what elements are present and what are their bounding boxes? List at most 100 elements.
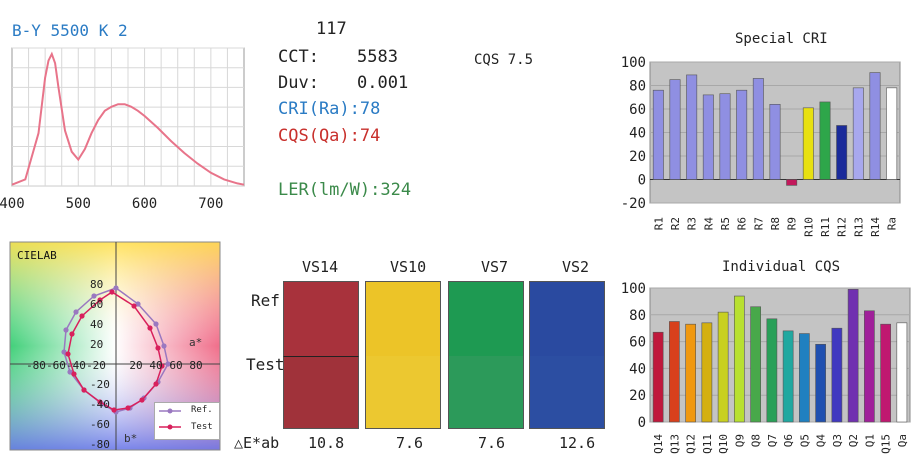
cielab-y-tick: 40 <box>90 318 103 331</box>
y-tick-label: 60 <box>629 335 646 351</box>
vs-col-1: VS10 <box>390 258 427 276</box>
bar-q15 <box>880 323 891 423</box>
duv-value: 0.001 <box>357 73 409 93</box>
duv-label: Duv: <box>278 73 319 93</box>
y-tick-label: 40 <box>629 126 646 142</box>
swatch-ref-vs10 <box>365 281 441 356</box>
bar-q9 <box>734 295 745 423</box>
ler-value: LER(lm/W):324 <box>278 180 412 200</box>
row-label-ref: Ref <box>251 291 280 310</box>
bar-q2 <box>847 289 859 423</box>
bar-r9 <box>786 179 798 186</box>
swatch-test-vs10 <box>365 356 441 429</box>
bar-q7 <box>766 318 778 423</box>
bar-q1 <box>864 310 875 423</box>
delta-e-2: 7.6 <box>478 434 506 452</box>
x-tick-label: Q11 <box>701 434 714 454</box>
cqs-short: CQS 7.5 <box>474 52 534 68</box>
cct-label: CCT: <box>278 47 319 67</box>
x-tick-label: R1 <box>652 217 665 230</box>
x-tick-label: Q9 <box>733 434 746 447</box>
bar-q6 <box>782 330 794 423</box>
cielab-x-tick: -80 <box>26 359 46 372</box>
x-tick-label: Q7 <box>766 434 779 447</box>
cielab-x-tick: -20 <box>86 359 106 372</box>
bar-q4 <box>815 343 826 423</box>
spectrum-line <box>11 51 245 186</box>
x-tick-label: R6 <box>736 217 749 230</box>
cielab-x-tick: 60 <box>169 359 182 372</box>
cielab-point <box>97 399 103 405</box>
b-star-label: b* <box>124 432 138 445</box>
cielab-y-tick: 20 <box>90 338 103 351</box>
cielab-point <box>109 289 115 295</box>
bar-r5 <box>719 93 731 180</box>
y-tick-label: 20 <box>629 388 646 404</box>
x-tick-label: Q6 <box>782 434 795 447</box>
a-star-label: a* <box>189 336 203 349</box>
cielab-point <box>165 361 171 367</box>
cielab-x-tick: -40 <box>66 359 86 372</box>
bar-ra <box>886 87 898 180</box>
y-tick-label: 60 <box>629 102 646 118</box>
x-tick-label: R12 <box>836 217 849 237</box>
spectrum-x-tick: 500 <box>66 196 91 212</box>
cielab-y-tick: -60 <box>90 418 110 431</box>
bar-qa <box>896 322 908 423</box>
delta-e-1: 7.6 <box>396 434 424 452</box>
y-tick-label: 80 <box>629 79 646 95</box>
cielab-point <box>139 397 145 403</box>
y-tick-label: 80 <box>629 308 646 324</box>
bar-q13 <box>669 321 680 423</box>
swatch-ref-vs2 <box>529 281 605 356</box>
individual-cqs-title: Individual CQS <box>722 259 841 275</box>
cielab-point <box>159 363 165 369</box>
cielab-y-tick: -20 <box>90 378 110 391</box>
bar-r3 <box>686 74 698 180</box>
x-tick-label: Q12 <box>685 434 698 454</box>
bar-r13 <box>852 87 864 180</box>
cielab-title: CIELAB <box>17 249 57 262</box>
lamp-name: B-Y 5500 K 2 <box>12 21 128 40</box>
vs-col-0: VS14 <box>302 258 339 276</box>
x-tick-label: R8 <box>769 217 782 230</box>
cielab-x-tick: 40 <box>149 359 162 372</box>
cct-value: 5583 <box>357 47 398 67</box>
cielab-point <box>69 331 75 337</box>
cielab-legend: Ref. Test <box>154 402 220 440</box>
cielab-point <box>111 407 117 413</box>
swatch-ref-vs14 <box>283 281 359 356</box>
x-tick-label: Q5 <box>798 434 811 447</box>
cri-value: CRI(Ra):78 <box>278 99 381 119</box>
bar-r10 <box>802 107 814 180</box>
y-tick-label: 0 <box>638 415 646 431</box>
y-tick-label: 40 <box>629 361 646 377</box>
cielab-y-tick: -80 <box>90 438 110 451</box>
cielab-point <box>155 345 161 351</box>
cielab-y-tick: 80 <box>90 278 103 291</box>
bar-q8 <box>750 306 761 423</box>
vs-col-2: VS7 <box>481 258 509 276</box>
delta-e-3: 12.6 <box>559 434 596 452</box>
x-tick-label: Q8 <box>750 434 763 447</box>
y-tick-label: 100 <box>621 281 646 297</box>
cielab-y-tick: -40 <box>90 398 110 411</box>
bar-q10 <box>717 311 729 423</box>
x-tick-label: R14 <box>869 217 882 237</box>
cielab-point <box>97 297 103 303</box>
legend-test-label: Test <box>191 422 213 432</box>
cielab-point <box>91 293 97 299</box>
x-tick-label: R3 <box>686 217 699 230</box>
cielab-point <box>67 369 73 375</box>
x-tick-label: R2 <box>669 217 682 230</box>
x-tick-label: R5 <box>719 217 732 230</box>
x-tick-label: Q1 <box>863 434 876 447</box>
swatch-test-vs7 <box>448 356 524 429</box>
legend-ref-line <box>159 408 181 414</box>
bar-r2 <box>669 79 681 180</box>
cielab-point <box>131 303 137 309</box>
cielab-x-tick: -60 <box>46 359 66 372</box>
swatch-test-vs2 <box>529 356 605 429</box>
